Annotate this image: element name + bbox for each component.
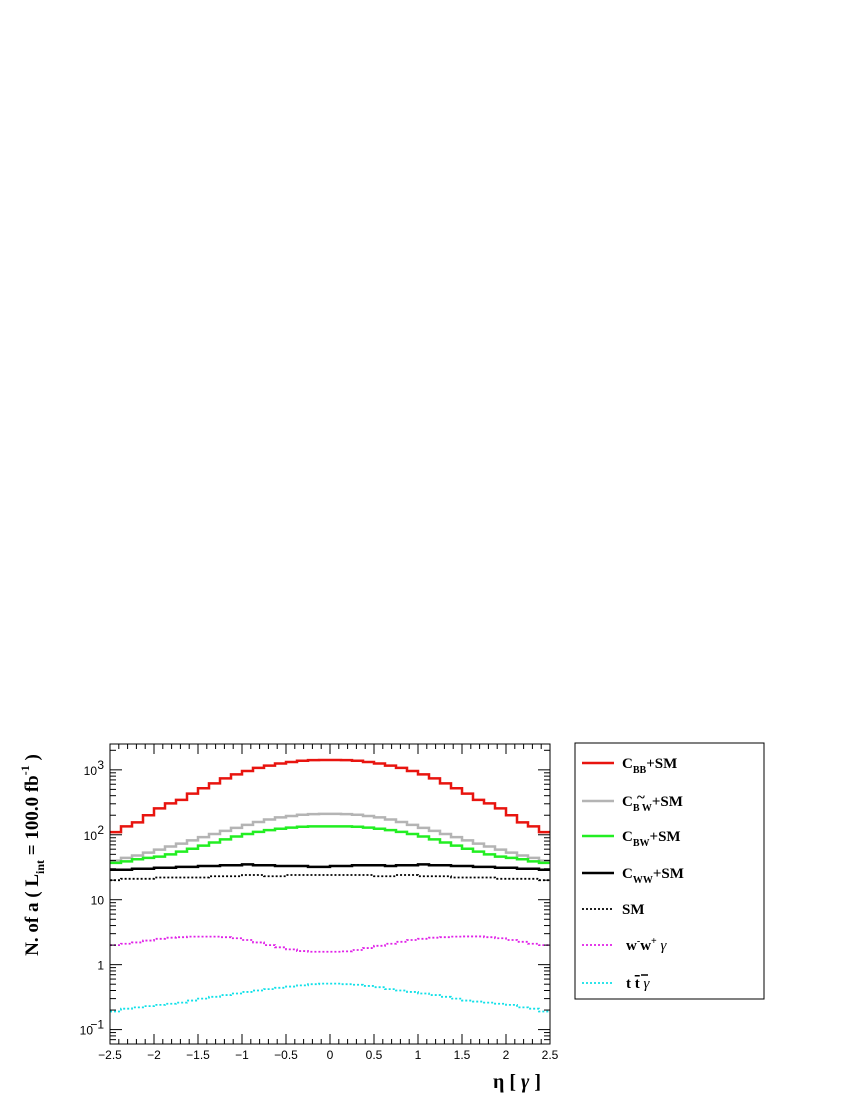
series-line-4 <box>110 874 550 882</box>
legend-label-4: SM <box>622 902 645 918</box>
x-tick-label: −1.5 <box>186 1048 210 1062</box>
y-tick-exponent: 3 <box>97 758 104 772</box>
legend-label-1: CB W+SM <box>622 794 683 814</box>
x-tick-label: 1 <box>415 1048 422 1062</box>
x-tick-label: 2.5 <box>542 1048 559 1062</box>
series-line-2 <box>110 825 550 865</box>
y-tick-exponent: 2 <box>97 823 104 837</box>
x-axis-title-main: η <box>493 1071 509 1093</box>
y-tick-label: 10 <box>84 829 98 843</box>
y-tick-label: 10 <box>80 1024 94 1038</box>
y-axis-title-mid: = 100.0 fb <box>22 775 43 860</box>
y-tick-label: 1 <box>97 959 104 973</box>
legend: CBB+SM CB W+SM~ CBW+SM CWW+SM SM w-w+ γ t t γ <box>574 742 765 1000</box>
y-axis-title: N. of a ( Lint = 100.0 fb-1 ) <box>18 754 47 956</box>
series-layer <box>110 758 550 1013</box>
legend-label-3: CWW+SM <box>622 866 684 886</box>
plot-frame <box>109 743 551 1045</box>
x-tick-label: 2 <box>503 1048 510 1062</box>
x-axis-title-var: γ <box>521 1071 534 1093</box>
legend-label-2: CBW+SM <box>622 829 681 849</box>
series-line-3 <box>110 863 550 871</box>
x-tick-label: 0 <box>327 1048 334 1062</box>
x-tick-label: 0.5 <box>366 1048 383 1062</box>
y-axis-title-prefix: N. of a ( L <box>22 874 43 956</box>
y-tick-label: 10 <box>91 894 105 908</box>
y-axis-title-sub: int <box>33 860 47 874</box>
legend-frame <box>574 742 765 1000</box>
x-axis-title-close: ] <box>534 1071 541 1093</box>
x-tick-label: −0.5 <box>274 1048 298 1062</box>
legend-label-0: CBB+SM <box>622 756 677 776</box>
series-line-5 <box>110 935 550 953</box>
series-line-0 <box>110 758 550 834</box>
series-line-6 <box>110 982 550 1013</box>
y-tick-label: 10 <box>84 764 98 778</box>
x-tick-label: −2.5 <box>98 1048 122 1062</box>
series-line-1 <box>110 812 550 862</box>
y-axis-title-sup: -1 <box>18 765 32 775</box>
legend-label-5: w-w+ γ <box>626 936 667 954</box>
x-tick-label: 1.5 <box>454 1048 471 1062</box>
legend-tilde: ~ <box>637 790 645 806</box>
y-axis-title-suffix: ) <box>22 754 43 765</box>
x-axis-title: η [ γ ] <box>493 1071 541 1093</box>
legend-label-6: t t γ <box>626 976 651 992</box>
x-tick-label: −2 <box>147 1048 161 1062</box>
ticks-layer <box>109 744 551 1045</box>
x-axis-title-open: [ <box>509 1071 521 1093</box>
y-tick-exponent: −1 <box>90 1018 104 1032</box>
x-tick-label: −1 <box>235 1048 249 1062</box>
